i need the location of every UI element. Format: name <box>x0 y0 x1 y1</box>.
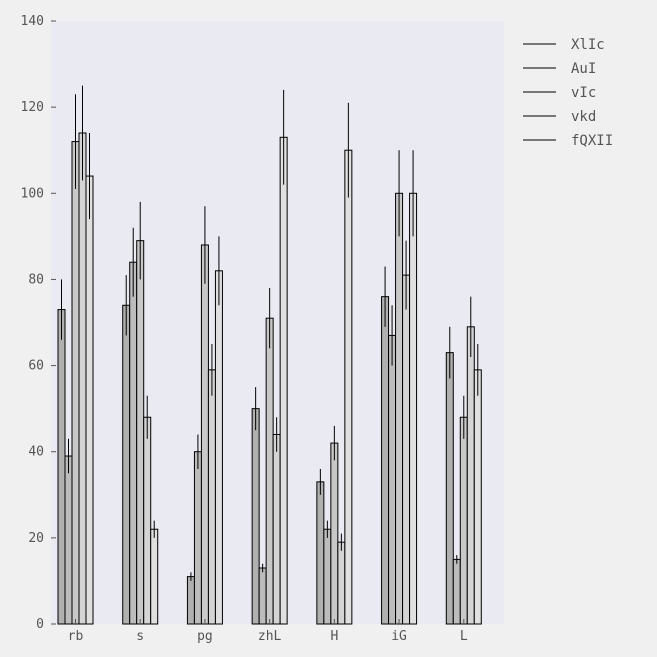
y-tick-label: 60 <box>28 359 44 374</box>
y-tick-label: 100 <box>21 186 44 201</box>
bar-fQXII-pg <box>214 270 223 625</box>
legend-label-vkd: vkd <box>571 109 596 125</box>
legend-label-AuI: AuI <box>571 61 596 77</box>
bar-XlIc-iG <box>381 296 390 625</box>
bar-vIc-L <box>459 416 468 625</box>
y-axis-ticks: 0 20 40 60 80 100 120 140 <box>21 14 56 632</box>
bar-AuI-zhL <box>258 567 267 625</box>
y-tick-label: 20 <box>28 531 44 546</box>
bar-AuI-rb <box>64 455 73 625</box>
y-tick-label: 120 <box>21 100 44 115</box>
bar-vIc-s <box>136 240 145 625</box>
bar-XlIc-pg <box>186 576 195 625</box>
bar-XlIc-rb <box>57 309 66 625</box>
legend: XlIc AuI vIc vkd fQXII <box>523 37 613 149</box>
bar-XlIc-s <box>122 304 131 625</box>
bar-fQXII-L <box>473 369 482 625</box>
bar-AuI-L <box>452 558 461 625</box>
bar-XlIc-H <box>316 481 325 625</box>
legend-label-XlIc: XlIc <box>571 37 605 53</box>
x-tick-label: L <box>460 629 468 644</box>
x-tick-label: pg <box>197 629 213 644</box>
x-tick-label: s <box>136 629 144 644</box>
bar-vkd-pg <box>207 369 216 625</box>
bar-XlIc-zhL <box>251 408 260 625</box>
bar-vIc-iG <box>395 192 404 625</box>
bar-fQXII-H <box>344 149 353 625</box>
bar-AuI-pg <box>193 451 202 625</box>
bar-vkd-iG <box>402 274 411 625</box>
error-bars-layer <box>61 85 479 581</box>
bar-vIc-rb <box>71 141 80 625</box>
bar-vIc-pg <box>200 244 209 625</box>
x-tick-label: H <box>330 629 338 644</box>
bar-fQXII-iG <box>409 192 418 625</box>
bar-vIc-H <box>330 442 339 625</box>
y-tick-label: 40 <box>28 445 44 460</box>
bar-vkd-zhL <box>272 433 281 625</box>
bar-vkd-L <box>466 326 475 625</box>
x-tick-label: zhL <box>258 629 282 644</box>
bar-vkd-s <box>143 416 152 625</box>
bar-fQXII-zhL <box>279 136 288 625</box>
legend-label-vIc: vIc <box>571 85 596 101</box>
y-tick-label: 0 <box>36 617 44 632</box>
legend-label-fQXII: fQXII <box>571 133 613 149</box>
bar-vIc-zhL <box>265 317 274 625</box>
bar-fQXII-rb <box>85 175 94 625</box>
y-tick-label: 80 <box>28 272 44 287</box>
x-tick-label: iG <box>391 629 407 644</box>
bar-vkd-H <box>337 541 346 625</box>
x-tick-label: rb <box>68 629 84 644</box>
bar-XlIc-L <box>445 352 454 625</box>
bar-AuI-H <box>323 528 332 625</box>
bar-fQXII-s <box>150 528 159 625</box>
y-tick-label: 140 <box>21 14 44 29</box>
bar-vkd-rb <box>78 132 87 625</box>
bar-AuI-iG <box>388 334 397 625</box>
bar-AuI-s <box>129 261 138 625</box>
